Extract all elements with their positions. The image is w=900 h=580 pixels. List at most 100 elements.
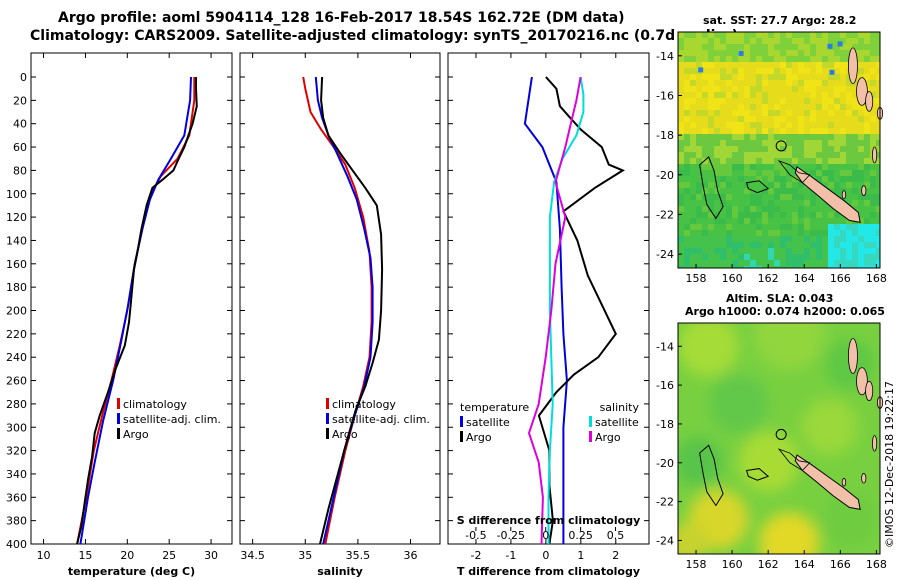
sst-cell [702,224,708,230]
sst-cell [768,50,774,56]
sst-cell [876,200,880,206]
sst-cell [684,152,690,158]
sst-cell [858,74,864,80]
sst-cell [756,80,762,86]
sst-cell [690,80,696,86]
sst-cell [792,62,798,68]
sst-cell [810,32,816,38]
sst-cell [780,80,786,86]
sst-cell [774,188,780,194]
sst-cell [756,50,762,56]
ytick-label: 160 [6,258,27,271]
sst-cell [732,134,738,140]
sst-cell [834,134,840,140]
sst-cell [792,146,798,152]
sst-cell [690,248,696,254]
sst-cell [690,188,696,194]
sst-cell [720,170,726,176]
sst-cell [834,188,840,194]
header-line2: Climatology: CARS2009. Satellite-adjuste… [30,28,739,44]
sst-cell [774,80,780,86]
sst-cell [798,188,804,194]
sst-cell [768,266,774,268]
sst-cell [858,116,864,122]
sst-cell [810,134,816,140]
sst-cell [840,104,846,110]
sst-cell [786,164,792,170]
sst-cell [822,230,828,236]
sst-cell [834,158,840,164]
sst-cell [732,50,738,56]
sst-cell [792,254,798,260]
sst-cell [816,212,822,218]
sst-cell [846,50,852,56]
sst-cell [732,116,738,122]
sst-cell [732,146,738,152]
island-new-caledonia [794,166,861,224]
sst-cell [858,230,864,236]
sst-cell [822,146,828,152]
sst-cell [678,38,684,44]
sst-cell [876,212,880,218]
sst-cell [702,266,708,268]
sst-cell [714,62,720,68]
ytick-label: 0 [20,71,27,84]
sst-cell [798,56,804,62]
sst-cell [684,230,690,236]
sst-cell [834,110,840,116]
sst-cell [876,266,880,268]
sst-cell [828,110,834,116]
sst-cell [684,158,690,164]
ytick-label: 80 [13,164,27,177]
sst-cell [858,44,864,50]
sst-cell [744,56,750,62]
sst-cell [876,32,880,38]
sst-cell [678,164,684,170]
sst-cell [696,86,702,92]
sst-cell [714,74,720,80]
sst-cell [696,266,702,268]
sst-cell [786,92,792,98]
sst-cell [852,200,858,206]
map-ytick-label: -20 [656,169,674,182]
sst-cell [804,122,810,128]
sst-cell [816,38,822,44]
sst-cell [732,236,738,242]
sst-cell [684,248,690,254]
sst-cell [792,80,798,86]
sst-cell [810,254,816,260]
sst-cell [708,140,714,146]
sst-cell [756,182,762,188]
sla-blob [821,491,878,548]
sst-cell [714,254,720,260]
sst-cell [714,122,720,128]
sst-cell [798,140,804,146]
sst-cell [732,218,738,224]
sst-cell [732,254,738,260]
sst-cell [720,68,726,74]
sst-cell [696,92,702,98]
sst-cell [690,212,696,218]
sst-cell [840,134,846,140]
sst-cell [726,206,732,212]
sst-cell [744,188,750,194]
sst-cell [858,188,864,194]
sst-cell [852,170,858,176]
sst-cell [840,86,846,92]
sst-cell [870,62,876,68]
sst-cell [774,44,780,50]
sst-cell-cool [837,41,843,47]
islet [861,185,867,197]
sst-cell [864,110,870,116]
sst-cell [870,110,876,116]
sst-cell [780,122,786,128]
sst-cell [732,164,738,170]
sst-cell [852,152,858,158]
sst-cell [870,212,876,218]
islet [841,477,847,487]
sst-cell [840,230,846,236]
sst-cell [702,80,708,86]
sst-cell [798,152,804,158]
sst-cell [804,230,810,236]
sst-cell [816,62,822,68]
